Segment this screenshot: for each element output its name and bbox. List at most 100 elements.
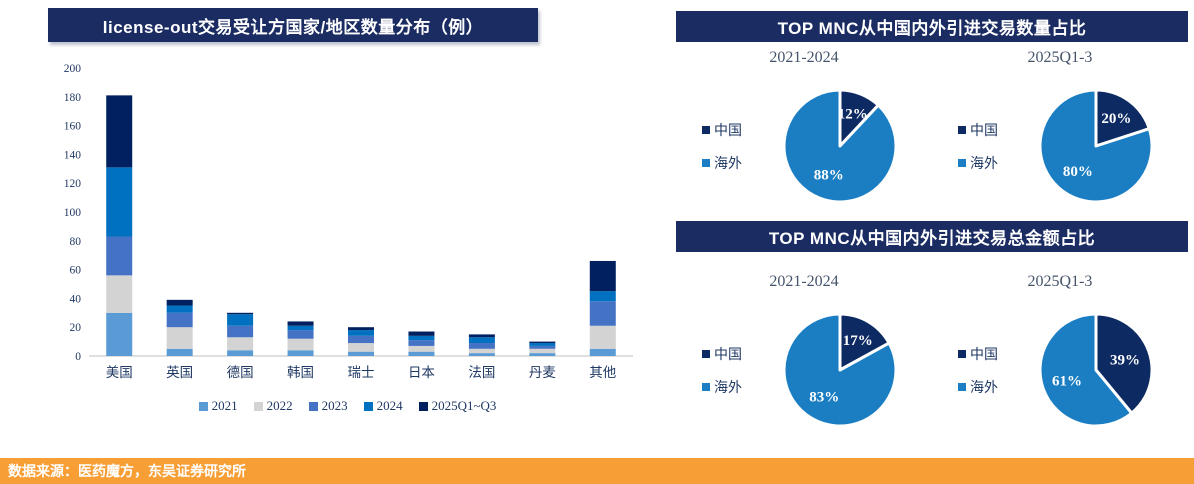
pie-slice-label: 39%: [1110, 353, 1140, 369]
pie-section2-title: TOP MNC从中国内外引进交易总金额占比: [676, 221, 1188, 252]
pie-slice-label: 83%: [809, 390, 839, 406]
pie-chart: 17% 83%: [782, 312, 898, 428]
legend-item: 2025Q1~Q3: [418, 398, 497, 414]
bar-segment: [227, 312, 254, 315]
legend-label: 海外: [714, 380, 742, 396]
bar-segment: [166, 327, 193, 349]
y-tick-label: 60: [70, 265, 82, 277]
pie-chart: 39% 61%: [1038, 312, 1154, 428]
bar-segment: [227, 337, 254, 351]
bar-segment: [287, 325, 314, 331]
pie-slice-label: 20%: [1101, 111, 1131, 127]
bar-segment: [166, 305, 193, 313]
bar-segment: [589, 291, 616, 302]
legend-item: 2022: [253, 398, 293, 414]
pie-body: 中国海外 39% 61%: [932, 304, 1188, 436]
bar-segment: [408, 340, 435, 346]
legend-swatch-icon: [702, 158, 710, 167]
bar-segment: [348, 351, 374, 356]
bar-segment: [408, 335, 435, 341]
legend-label: 2025Q1~Q3: [431, 398, 497, 413]
legend-item: 海外: [702, 377, 764, 397]
y-tick-label: 20: [70, 322, 82, 334]
bar-segment: [589, 301, 616, 326]
legend-swatch-icon: [308, 401, 318, 411]
x-category-label: 韩国: [287, 365, 314, 380]
legend-item: 中国: [702, 120, 764, 140]
pie-slice: [1038, 312, 1134, 428]
legend-label: 中国: [714, 123, 742, 139]
stacked-bar-chart: 0 20 40 60 80 100 120 140 160 180 200 美国 英国 德国 韩国 瑞士 日本 法…: [64, 63, 633, 380]
y-tick-label: 100: [64, 207, 82, 219]
legend-swatch-icon: [958, 349, 966, 358]
legend-item: 中国: [958, 120, 1020, 140]
pie-slice: [782, 312, 898, 428]
legend-label: 2022: [266, 398, 293, 413]
bar-segment: [106, 312, 133, 356]
legend-item: 中国: [958, 344, 1020, 364]
x-category-label: 瑞士: [348, 365, 375, 380]
bar-segment: [227, 314, 254, 326]
legend-swatch-icon: [418, 401, 428, 411]
legend-label: 海外: [970, 156, 998, 172]
legend-label: 中国: [970, 347, 998, 363]
pie-chart: 12% 88%: [782, 88, 898, 204]
bar-segment: [287, 330, 314, 339]
bar-segment: [408, 331, 435, 336]
pie-block-count-2021-2024: 2021-2024 中国 海外 12% 88%: [676, 48, 932, 212]
legend-item: 海外: [958, 153, 1020, 173]
bar-segment: [106, 95, 133, 168]
legend-item: 海外: [702, 153, 764, 173]
pie-block-amount-2021-2024: 2021-2024 中国海外 17% 83%: [676, 272, 932, 436]
pie-section1-title: TOP MNC从中国内外引进交易数量占比: [676, 11, 1188, 42]
legend-item: 2024: [363, 398, 403, 414]
legend-swatch-icon: [198, 401, 208, 411]
bar-segment: [468, 353, 495, 356]
pie-legend: 中国海外: [702, 344, 764, 397]
pie-subtitle: 2021-2024: [769, 273, 839, 290]
bar-segment: [227, 325, 254, 338]
legend-swatch-icon: [363, 401, 373, 411]
bar-segment: [529, 345, 556, 349]
pie-subtitle: 2025Q1-3: [1027, 49, 1093, 66]
bar-segment: [468, 343, 495, 349]
pie-slice-label: 17%: [843, 333, 873, 349]
bar-chart-legend: 2021 2022 2023 2024 2025Q1~Q3: [55, 398, 640, 414]
bar-segment: [589, 348, 616, 356]
legend-label: 海外: [970, 380, 998, 396]
legend-label: 2021: [211, 398, 238, 413]
legend-label: 2023: [321, 398, 348, 413]
legend-swatch-icon: [958, 382, 966, 391]
x-category-label: 美国: [106, 365, 133, 380]
y-tick-label: 120: [64, 178, 82, 190]
pie-slice-label: 88%: [814, 168, 844, 184]
x-category-label: 其他: [589, 365, 616, 380]
y-tick-label: 160: [64, 121, 82, 133]
pie-slice: [1038, 88, 1154, 204]
legend-item: 中国: [702, 344, 764, 364]
legend-swatch-icon: [702, 125, 710, 134]
data-source-bar: 数据来源：医药魔方，东吴证券研究所: [0, 458, 1194, 484]
bar-segment: [589, 260, 616, 292]
legend-swatch-icon: [958, 125, 966, 134]
x-category-label: 丹麦: [529, 365, 556, 380]
legend-label: 中国: [970, 123, 998, 139]
bar-segment: [529, 341, 556, 344]
bar-segment: [468, 348, 495, 354]
bar-segment: [348, 343, 374, 352]
bar-segment: [287, 338, 314, 351]
pie-body: 中国海外 17% 83%: [676, 304, 932, 436]
bar-segment: [106, 236, 133, 276]
x-category-label: 德国: [227, 365, 254, 380]
y-tick-label: 200: [64, 63, 82, 75]
bar-segment: [106, 275, 133, 313]
pie-slice-label: 80%: [1063, 164, 1093, 180]
bar-segment: [166, 348, 193, 356]
legend-label: 海外: [714, 156, 742, 172]
bar-segment: [529, 343, 556, 346]
bar-segment: [287, 321, 314, 326]
bar-segment: [468, 337, 495, 344]
legend-swatch-icon: [702, 382, 710, 391]
bar-segment: [166, 299, 193, 306]
bar-segment: [348, 327, 374, 331]
